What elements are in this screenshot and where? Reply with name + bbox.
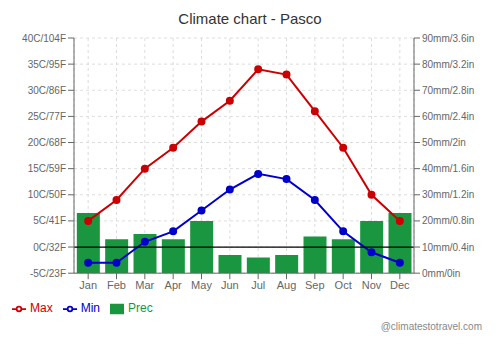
html-text:Max: Max	[30, 301, 53, 316]
svg-text:0C/32F: 0C/32F	[33, 242, 66, 253]
svg-text:50mm/2in: 50mm/2in	[422, 137, 466, 148]
svg-text:70mm/2.8in: 70mm/2.8in	[422, 85, 474, 96]
svg-text:25C/77F: 25C/77F	[28, 111, 66, 122]
svg-text:-5C/23F: -5C/23F	[30, 268, 66, 279]
svg-text:Jan: Jan	[79, 279, 97, 291]
svg-text:10C/50F: 10C/50F	[28, 189, 66, 200]
svg-text:Sep: Sep	[305, 279, 325, 291]
html-text:Prec: Prec	[128, 301, 153, 316]
svg-text:40C/104F: 40C/104F	[22, 33, 66, 44]
svg-text:20mm/0.8in: 20mm/0.8in	[422, 215, 474, 226]
svg-text:80mm/3.2in: 80mm/3.2in	[422, 59, 474, 70]
svg-text:30mm/1.2in: 30mm/1.2in	[422, 189, 474, 200]
html-text:Min: Min	[80, 301, 100, 316]
svg-text:May: May	[191, 279, 212, 291]
svg-text:90mm/3.6in: 90mm/3.6in	[422, 33, 474, 44]
svg-text:10mm/0.4in: 10mm/0.4in	[422, 242, 474, 253]
html-text:@climatestotravel.com: @climatestotravel.com	[380, 321, 482, 332]
svg-text:5C/41F: 5C/41F	[33, 215, 66, 226]
svg-text:Apr: Apr	[165, 279, 182, 291]
svg-text:Jun: Jun	[221, 279, 239, 291]
svg-text:Dec: Dec	[390, 279, 410, 291]
html-text:Climate chart - Pasco: Climate chart - Pasco	[178, 10, 322, 27]
svg-text:60mm/2.4in: 60mm/2.4in	[422, 111, 474, 122]
svg-text:15C/59F: 15C/59F	[28, 163, 66, 174]
svg-text:Aug: Aug	[277, 279, 297, 291]
svg-text:35C/95F: 35C/95F	[28, 59, 66, 70]
svg-text:Oct: Oct	[335, 279, 352, 291]
svg-text:40mm/1.6in: 40mm/1.6in	[422, 163, 474, 174]
svg-text:30C/86F: 30C/86F	[28, 85, 66, 96]
svg-text:Feb: Feb	[107, 279, 126, 291]
svg-text:Nov: Nov	[362, 279, 382, 291]
svg-text:Mar: Mar	[135, 279, 154, 291]
svg-text:20C/68F: 20C/68F	[28, 137, 66, 148]
svg-text:0mm/0in: 0mm/0in	[422, 268, 460, 279]
svg-text:Jul: Jul	[251, 279, 265, 291]
